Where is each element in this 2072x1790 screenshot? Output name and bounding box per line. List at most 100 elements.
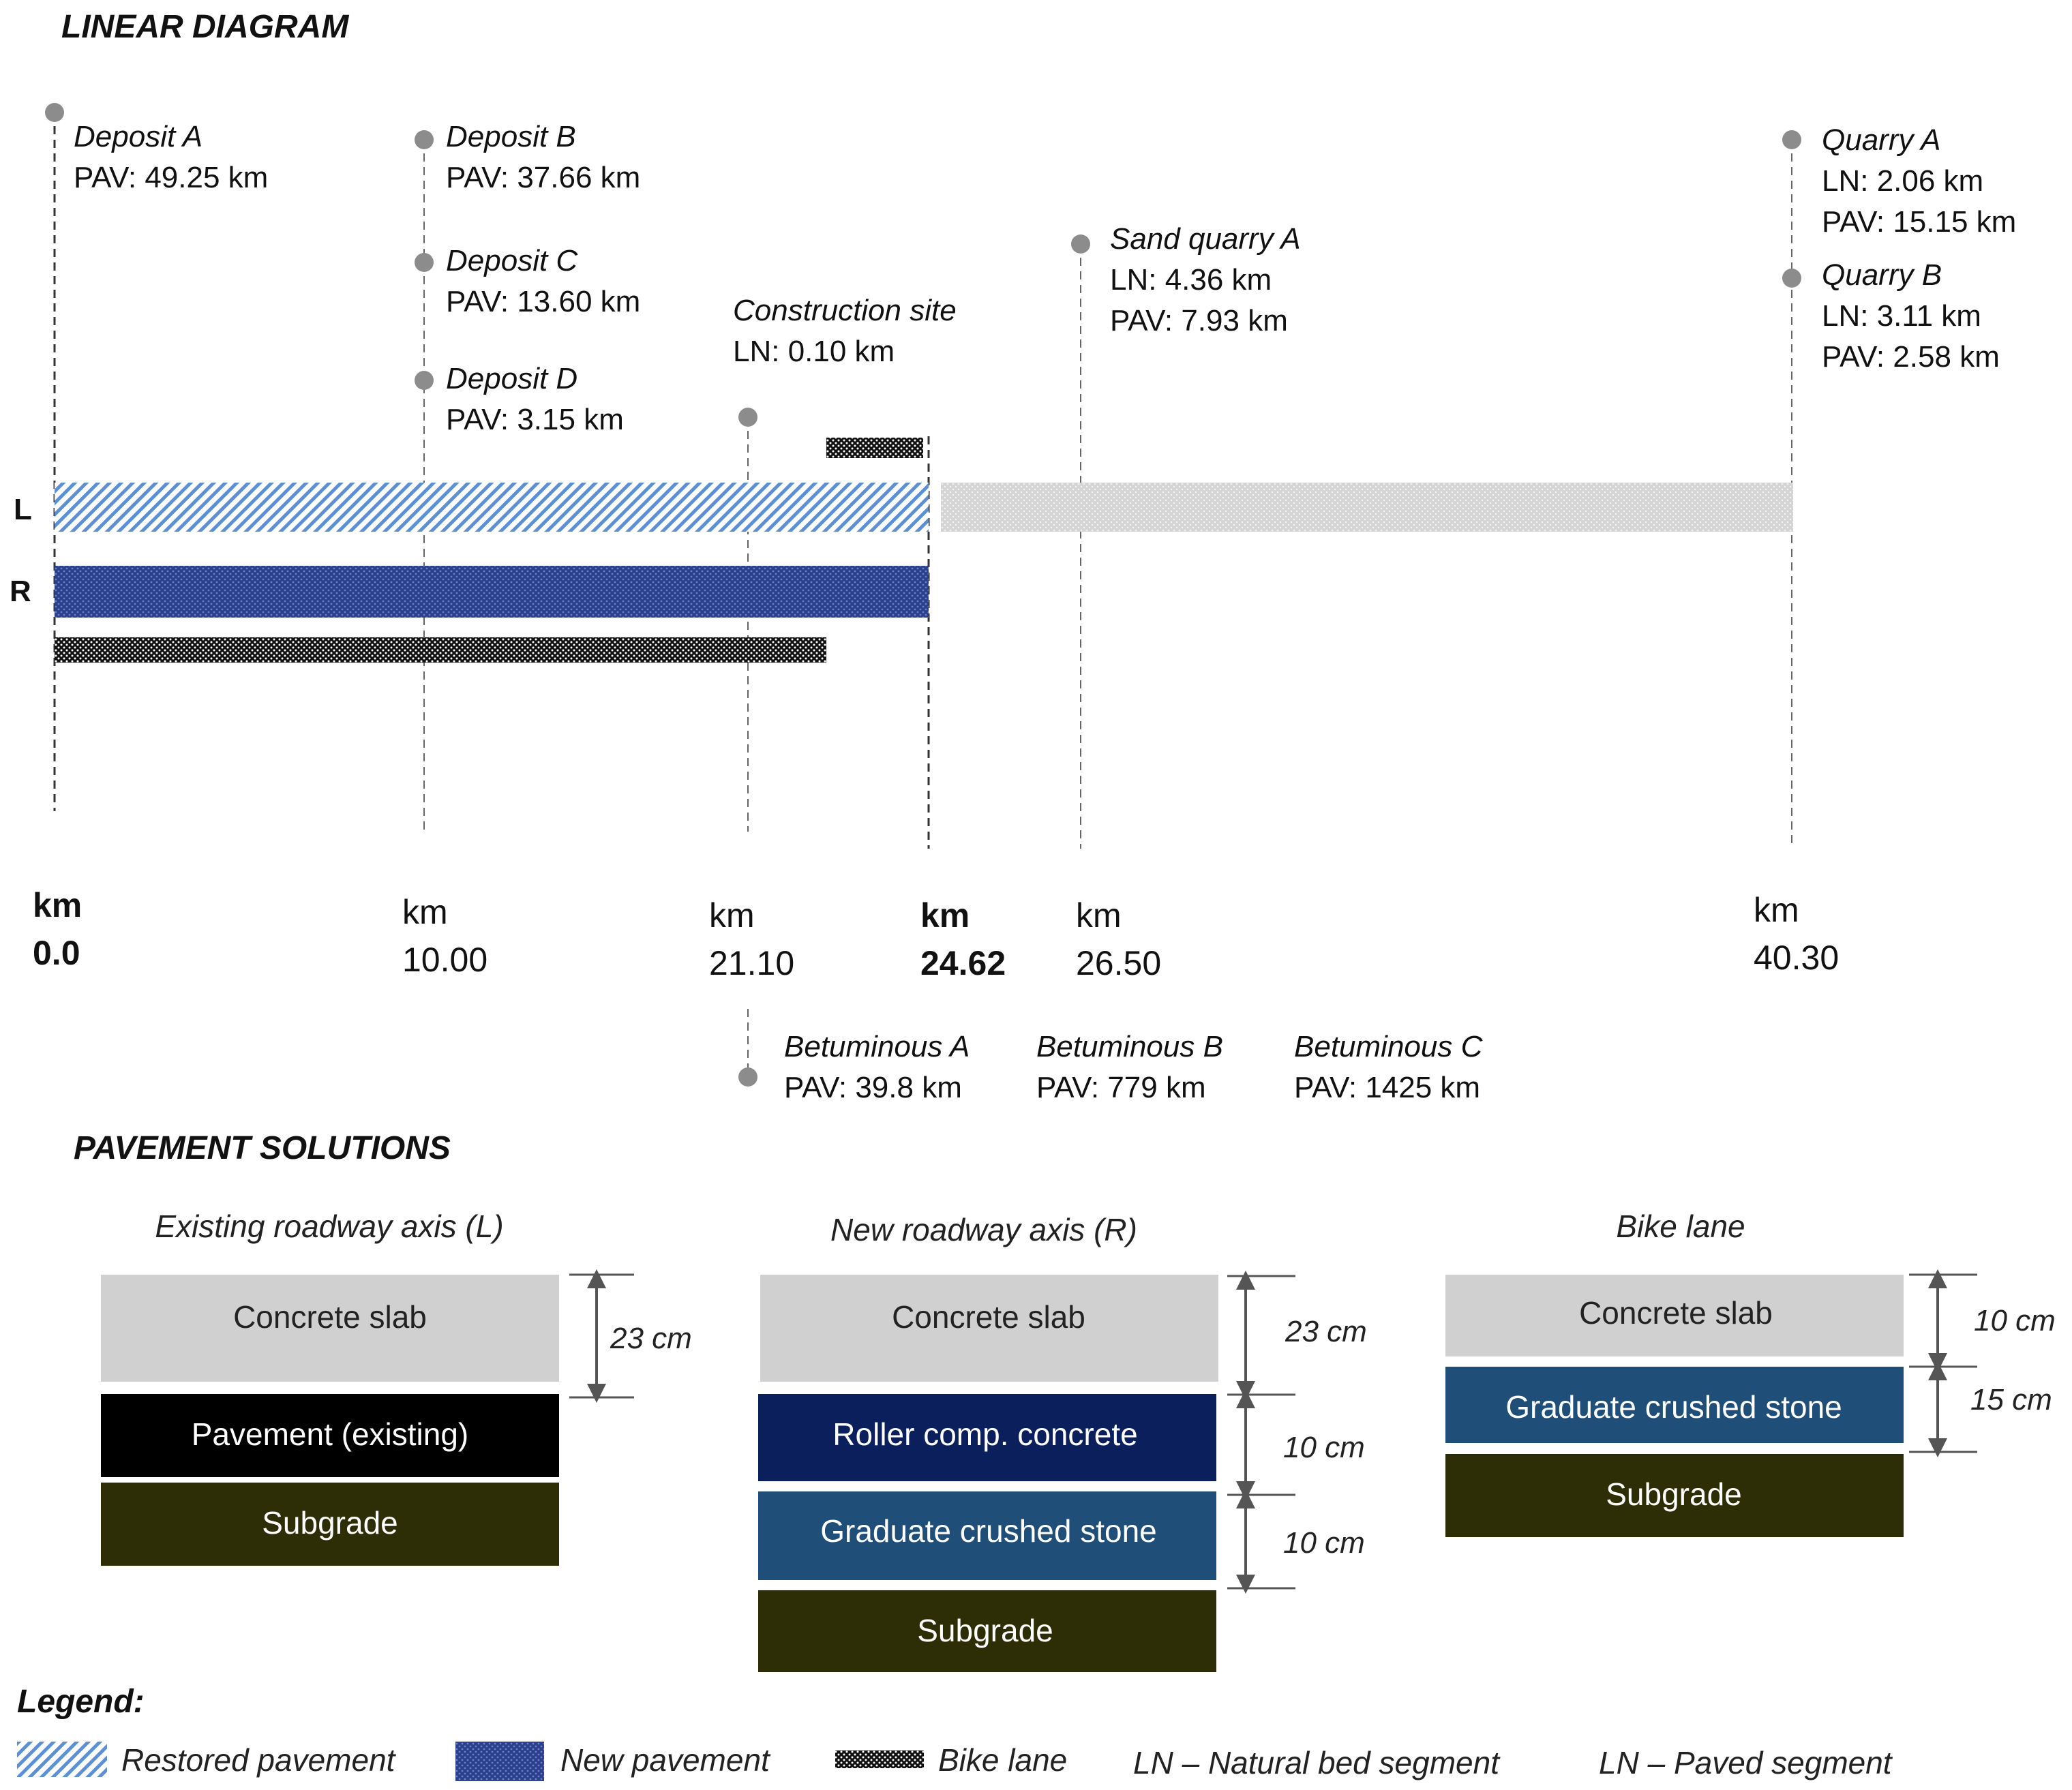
- marker-quarry-b: [1782, 269, 1801, 288]
- sand-quarry-a-pav: PAV: 7.93 km: [1110, 304, 1288, 337]
- top-point-labels: Deposit A PAV: 49.25 km Deposit B PAV: 3…: [74, 120, 2016, 436]
- solution-new-roadway: New roadway axis (R) Concrete slab Rolle…: [758, 1212, 1367, 1672]
- new-layer-subgrade: [758, 1590, 1216, 1672]
- betuminous-c-pav: PAV: 1425 km: [1294, 1071, 1480, 1104]
- new-dim-label-3: 10 cm: [1283, 1526, 1365, 1560]
- bike-dim-label-2: 15 cm: [1970, 1383, 2052, 1416]
- bike-layer-concrete: [1445, 1275, 1904, 1356]
- quarry-a-ln: LN: 2.06 km: [1822, 164, 1983, 198]
- bottom-point-labels: Betuminous A PAV: 39.8 km Betuminous B P…: [784, 1030, 1484, 1104]
- marker-sand-quarry-a: [1071, 234, 1090, 254]
- betuminous-a-name: Betuminous A: [784, 1030, 970, 1063]
- existing-layer-subgrade-label: Subgrade: [262, 1505, 398, 1541]
- legend-label-natural: LN – Natural bed segment: [1133, 1745, 1501, 1780]
- deposit-a-pav: PAV: 49.25 km: [74, 161, 268, 194]
- linear-diagram-title: LINEAR DIAGRAM: [61, 9, 349, 45]
- construction-site-name: Construction site: [733, 294, 957, 327]
- solution-existing-title: Existing roadway axis (L): [155, 1209, 503, 1244]
- road-bars: [55, 438, 1793, 663]
- quarry-b-ln: LN: 3.11 km: [1822, 299, 1981, 333]
- bike-layer-subgrade: [1445, 1454, 1904, 1537]
- legend-label-paved: LN – Paved segment: [1599, 1745, 1893, 1780]
- marker-betuminous: [738, 1067, 757, 1087]
- legend: Legend: Restored pavement New pavement B…: [17, 1684, 1893, 1781]
- new-layer-crushed-label: Graduate crushed stone: [820, 1513, 1157, 1549]
- solution-bike-lane: Bike lane Concrete slab Graduate crushed…: [1445, 1209, 2056, 1537]
- new-dim-label-1: 23 cm: [1285, 1315, 1367, 1348]
- deposit-d-pav: PAV: 3.15 km: [446, 403, 624, 436]
- deposit-c-pav: PAV: 13.60 km: [446, 285, 640, 318]
- marker-construction-site: [738, 408, 757, 427]
- km-mark-0-value: 0.0: [33, 934, 80, 972]
- sand-quarry-a-name: Sand quarry A: [1110, 222, 1301, 256]
- quarry-a-pav: PAV: 15.15 km: [1822, 205, 2016, 239]
- new-layer-roller-label: Roller comp. concrete: [832, 1416, 1137, 1452]
- new-layer-concrete-label: Concrete slab: [892, 1299, 1085, 1335]
- new-layer-crushed: [758, 1491, 1216, 1580]
- new-layer-concrete: [760, 1275, 1218, 1382]
- deposit-d-name: Deposit D: [446, 362, 577, 395]
- km-mark-0-label: km: [33, 886, 82, 924]
- deposit-b-pav: PAV: 37.66 km: [446, 161, 640, 194]
- bike-dim-label-1: 10 cm: [1974, 1304, 2056, 1337]
- point-markers: [45, 103, 1801, 1087]
- existing-layer-subgrade: [101, 1483, 559, 1566]
- lane-label-left: L: [14, 493, 32, 526]
- quarry-b-name: Quarry B: [1822, 258, 1942, 292]
- bike-layer-crushed-label: Graduate crushed stone: [1505, 1389, 1842, 1425]
- km-mark-10-label: km: [402, 893, 448, 931]
- marker-deposit-d: [415, 371, 434, 390]
- marker-quarry-a: [1782, 130, 1801, 149]
- legend-label-restored: Restored pavement: [121, 1742, 397, 1778]
- construction-site-ln: LN: 0.10 km: [733, 335, 895, 368]
- solution-bike-title: Bike lane: [1616, 1209, 1745, 1244]
- marker-deposit-a: [45, 103, 64, 122]
- bike-layer-concrete-label: Concrete slab: [1579, 1295, 1773, 1331]
- km-mark-24-value: 24.62: [920, 944, 1006, 982]
- km-mark-26-value: 26.50: [1076, 944, 1161, 982]
- legend-title: Legend:: [17, 1684, 145, 1720]
- deposit-a-name: Deposit A: [74, 120, 202, 153]
- km-mark-10-value: 10.00: [402, 941, 487, 979]
- quarry-a-name: Quarry A: [1822, 123, 1940, 157]
- existing-layer-concrete-label: Concrete slab: [233, 1299, 427, 1335]
- natural-bed-bar-l: [941, 483, 1793, 532]
- new-layer-subgrade-label: Subgrade: [917, 1613, 1053, 1648]
- existing-layer-concrete: [101, 1275, 559, 1382]
- existing-layer-pavement-label: Pavement (existing): [192, 1416, 469, 1452]
- km-mark-26-label: km: [1076, 896, 1122, 935]
- km-mark-40-label: km: [1754, 891, 1799, 929]
- bike-layer-crushed: [1445, 1367, 1904, 1443]
- legend-swatch-bike: [835, 1750, 924, 1768]
- bike-lane-bar-main: [55, 637, 826, 663]
- restored-pavement-bar-l: [55, 483, 929, 532]
- km-mark-21-label: km: [709, 896, 755, 935]
- quarry-b-pav: PAV: 2.58 km: [1822, 340, 2000, 374]
- lane-label-right: R: [10, 575, 31, 608]
- legend-label-bike: Bike lane: [938, 1742, 1067, 1778]
- legend-label-new: New pavement: [560, 1742, 771, 1778]
- pavement-solutions-title: PAVEMENT SOLUTIONS: [74, 1130, 451, 1166]
- bike-lane-bar-construction: [826, 438, 923, 458]
- deposit-b-name: Deposit B: [446, 120, 576, 153]
- new-layer-roller: [758, 1394, 1216, 1481]
- betuminous-b-pav: PAV: 779 km: [1036, 1071, 1206, 1104]
- betuminous-b-name: Betuminous B: [1036, 1030, 1223, 1063]
- km-mark-40-value: 40.30: [1754, 939, 1839, 977]
- km-mark-21-value: 21.10: [709, 944, 794, 982]
- solution-existing-roadway: Existing roadway axis (L) Concrete slab …: [101, 1209, 692, 1566]
- km-mark-24-label: km: [920, 896, 970, 935]
- marker-deposit-b: [415, 130, 434, 149]
- deposit-c-name: Deposit C: [446, 244, 578, 277]
- new-pavement-bar-r: [55, 566, 929, 618]
- sand-quarry-a-ln: LN: 4.36 km: [1110, 263, 1272, 297]
- solution-new-title: New roadway axis (R): [830, 1212, 1137, 1247]
- new-dim-label-2: 10 cm: [1283, 1431, 1365, 1464]
- bike-layer-subgrade-label: Subgrade: [1606, 1476, 1742, 1512]
- existing-layer-pavement: [101, 1394, 559, 1477]
- marker-deposit-c: [415, 253, 434, 272]
- legend-swatch-new: [455, 1742, 544, 1781]
- betuminous-a-pav: PAV: 39.8 km: [784, 1071, 962, 1104]
- betuminous-c-name: Betuminous C: [1294, 1030, 1484, 1063]
